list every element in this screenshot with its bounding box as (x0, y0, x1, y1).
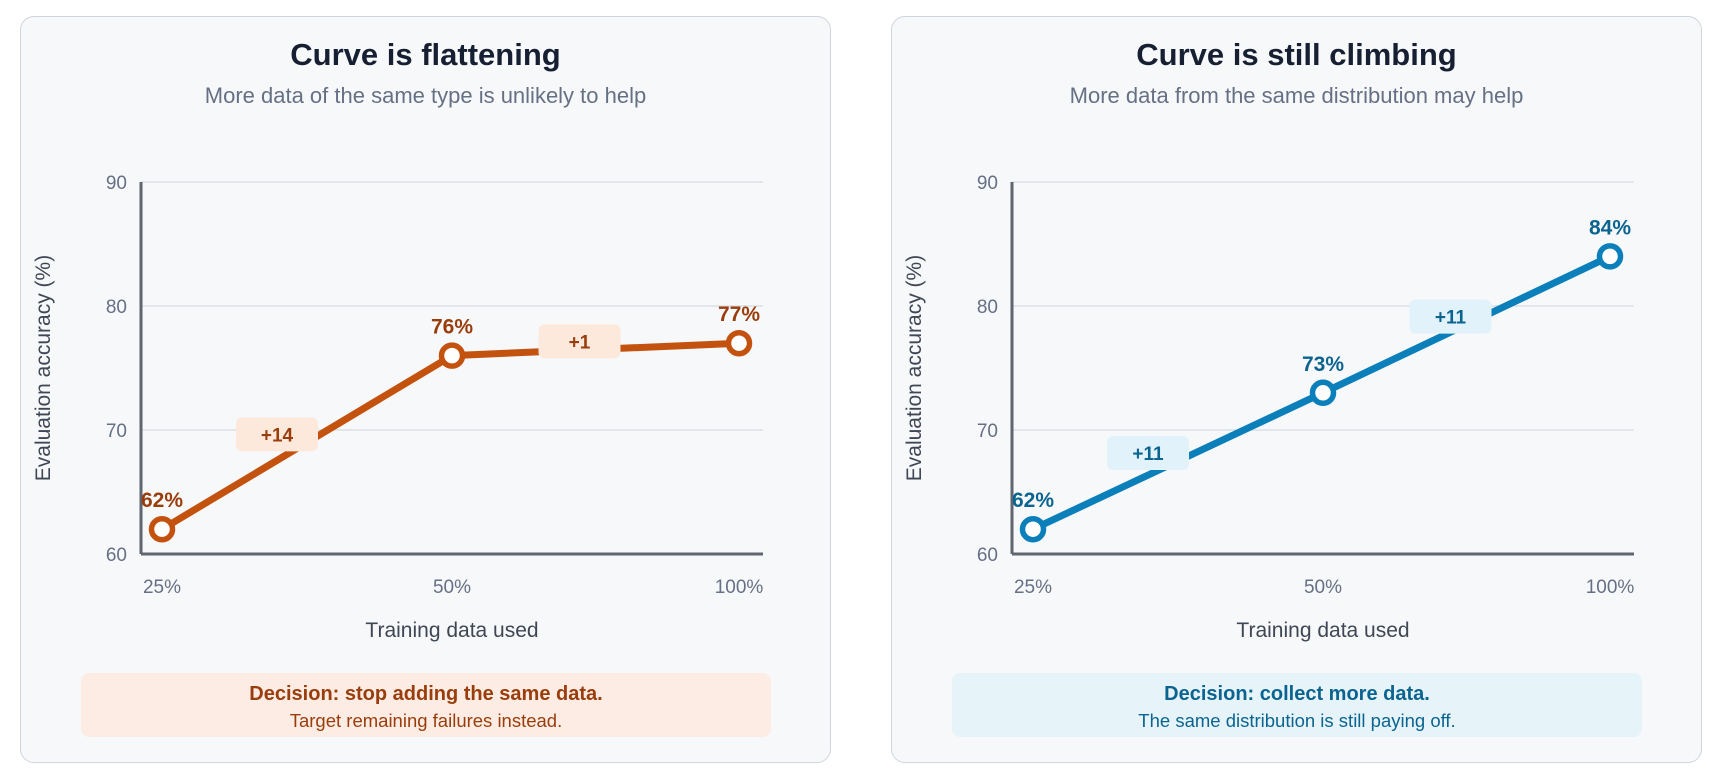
delta-label: +11 (1132, 444, 1164, 465)
data-label: 62% (1012, 489, 1054, 512)
delta-badge (1409, 299, 1492, 334)
data-label: 62% (141, 489, 183, 512)
decision-text: Target remaining failures instead. (289, 710, 563, 731)
data-point (148, 515, 176, 543)
panel-subtitle: More data from the same distribution may… (1069, 83, 1524, 108)
data-label: 76% (431, 316, 473, 339)
decision-box: Decision: stop adding the same data. Tar… (81, 673, 771, 737)
decision-title: Decision: collect more data. (1164, 683, 1430, 705)
x-tick-label: 50% (433, 577, 471, 598)
delta-badge (538, 324, 621, 359)
y-tick-label: 60 (106, 545, 127, 566)
decision-text: The same distribution is still paying of… (1138, 710, 1456, 731)
panel-title: Curve is still climbing (1136, 37, 1457, 72)
delta-badge (236, 417, 318, 452)
panel-subtitle: More data of the same type is unlikely t… (204, 83, 647, 108)
x-tick-label: 25% (1014, 577, 1052, 598)
x-tick-label: 25% (143, 577, 181, 598)
data-point (1309, 379, 1337, 407)
panel-title: Curve is flattening (290, 37, 561, 72)
y-tick-label: 60 (977, 545, 998, 566)
line-chart-flattening: 60 70 80 90 25% 50% 100% Training data used Eval… (32, 173, 764, 642)
data-point (438, 342, 466, 369)
data-label: 84% (1589, 216, 1631, 239)
line-chart-climbing: 60 70 80 90 25% 50% 100% Training data used Eval… (903, 173, 1635, 642)
y-tick-label: 90 (977, 173, 998, 194)
y-tick-label: 80 (977, 297, 998, 318)
y-tick-label: 70 (106, 421, 127, 442)
y-tick-label: 80 (106, 297, 127, 318)
data-point (725, 329, 753, 357)
y-axis-title: Evaluation accuracy (%) (903, 255, 926, 481)
y-axis-title: Evaluation accuracy (%) (32, 255, 55, 481)
delta-badge (1107, 436, 1189, 470)
delta-label: +11 (1435, 308, 1467, 329)
data-label: 77% (718, 303, 760, 326)
x-tick-label: 100% (1586, 577, 1635, 598)
chart-panel-flattening: Curve is flattening More data of the sam… (20, 16, 831, 763)
x-axis-title: Training data used (1236, 619, 1409, 642)
x-tick-label: 50% (1304, 577, 1342, 598)
chart-panel-climbing: Curve is still climbing More data from t… (891, 16, 1702, 763)
data-label: 73% (1302, 353, 1344, 376)
data-point (1019, 515, 1047, 543)
data-point (1596, 243, 1624, 270)
x-axis-title: Training data used (365, 619, 538, 642)
x-tick-label: 100% (715, 577, 764, 598)
decision-title: Decision: stop adding the same data. (249, 683, 603, 705)
y-tick-label: 70 (977, 421, 998, 442)
y-tick-label: 90 (106, 173, 127, 194)
delta-label: +14 (261, 425, 294, 446)
delta-label: +1 (569, 332, 591, 353)
decision-box: Decision: collect more data. The same di… (952, 673, 1642, 737)
